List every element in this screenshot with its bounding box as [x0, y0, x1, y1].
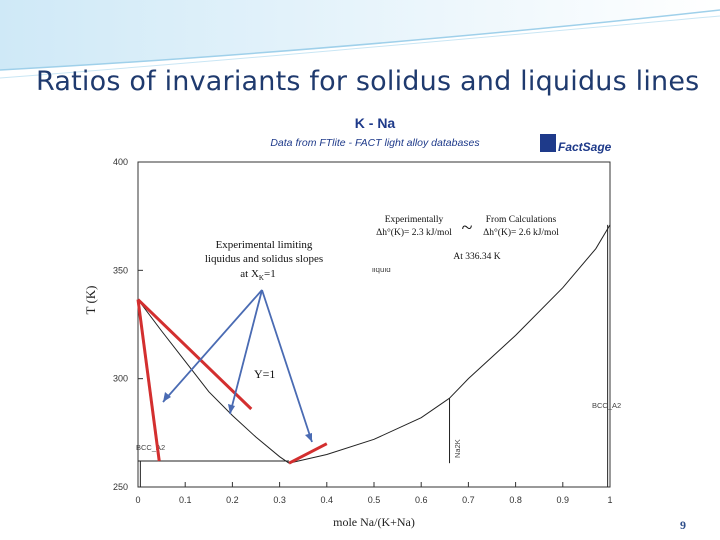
phase-label-bcc-left: BCC_A2 [136, 443, 165, 452]
x-tick-label: 0.4 [321, 495, 334, 505]
svg-text:at XK=1: at XK=1 [240, 268, 275, 282]
x-tick-label: 0.3 [273, 495, 286, 505]
x-tick-label: 0.2 [226, 495, 239, 505]
header-wave-line-2 [0, 15, 720, 79]
experimental-slopes-label: Experimental limiting liquidus and solid… [193, 236, 335, 286]
red-slope-lines [136, 298, 328, 465]
x-tick-label: 1 [607, 495, 612, 505]
phase-boundary-1 [288, 397, 450, 464]
chart-subtitle: Data from FTlite - FACT light alloy data… [270, 137, 480, 149]
phase-boundary-0 [137, 299, 290, 464]
y-tick-label: 250 [113, 482, 128, 492]
phase-boundary-2 [449, 224, 611, 399]
y-tick-label: 350 [113, 265, 128, 275]
factsage-logo-text: FactSage [558, 140, 612, 154]
tilde-symbol: ~ [462, 217, 473, 239]
chart-title: K - Na [355, 115, 396, 131]
phase-curves [137, 224, 611, 487]
experimental-line-3-sub: K [259, 274, 264, 282]
x-tick-label: 0.9 [557, 495, 570, 505]
arrow-left [162, 289, 263, 403]
experimental-line-3: at X [240, 268, 259, 280]
y-equals-label: Y=1 [254, 367, 275, 381]
x-ticks: 0 0.1 0.2 0.3 0.4 0.5 0.6 0.7 0.8 0.9 1 [135, 482, 613, 505]
experimental-line-3-tail: =1 [264, 268, 276, 280]
red-slope-line-0 [136, 298, 253, 411]
x-tick-label: 0.6 [415, 495, 428, 505]
phase-label-na2k: Na2K [453, 439, 462, 458]
experimental-dh: Δh°(K)= 2.3 kJ/mol [376, 227, 452, 238]
experimental-line-1: Experimental limiting [216, 239, 313, 251]
y-tick-label: 300 [113, 374, 128, 384]
annotation-arrows [162, 289, 313, 443]
factsage-logo: FactSage [540, 134, 612, 154]
header-wave [0, 0, 720, 70]
phase-label-bcc-right: BCC_A2 [592, 401, 621, 410]
header-wave-line [0, 9, 720, 71]
calculated-dh: Δh°(K)= 2.6 kJ/mol [483, 227, 559, 238]
y-tick-label: 400 [113, 157, 128, 167]
x-tick-label: 0.8 [509, 495, 522, 505]
slide-title: Ratios of invariants for solidus and liq… [36, 66, 700, 97]
x-tick-label: 0 [135, 495, 140, 505]
y-axis-label: T (K) [83, 285, 98, 314]
page-number: 9 [680, 518, 686, 532]
x-tick-label: 0.5 [368, 495, 381, 505]
arrow-right [261, 289, 313, 443]
phase-label-liquid: liquid [372, 265, 391, 274]
x-axis-label: mole Na/(K+Na) [333, 515, 415, 529]
red-slope-line-solidus [136, 299, 161, 462]
experimentally-label: Experimentally [385, 215, 444, 225]
red-slope-line-1 [288, 442, 328, 465]
experimental-line-2: liquidus and solidus slopes [205, 253, 323, 265]
temperature-note: At 336.34 K [453, 252, 500, 262]
x-tick-label: 0.7 [462, 495, 475, 505]
calculations-label: From Calculations [486, 215, 557, 225]
x-tick-label: 0.1 [179, 495, 192, 505]
arrow-middle [229, 289, 263, 415]
